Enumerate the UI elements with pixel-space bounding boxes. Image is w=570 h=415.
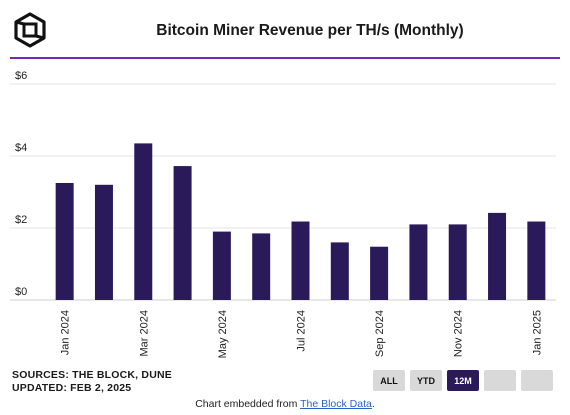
x-tick-label: Sep 2024	[374, 310, 386, 357]
title-divider	[10, 57, 560, 59]
range-button-ytd[interactable]: YTD	[410, 370, 442, 391]
bar	[370, 246, 389, 300]
footer-prefix: Chart embedded from	[195, 398, 298, 410]
bar	[134, 143, 153, 300]
x-tick-label: Nov 2024	[453, 310, 465, 357]
sources-note: SOURCES: THE BLOCK, DUNE UPDATED: FEB 2,…	[12, 369, 172, 395]
range-selector: ALL YTD 12M	[373, 370, 553, 391]
y-tick-label: $6	[15, 70, 27, 82]
footer-suffix: .	[371, 398, 375, 410]
chart-title: Bitcoin Miner Revenue per TH/s (Monthly)	[156, 22, 464, 39]
bar	[212, 231, 231, 300]
range-button-blank-2[interactable]	[521, 370, 553, 391]
bar	[330, 242, 349, 300]
x-tick-label: Jan 2024	[60, 310, 72, 355]
sources-line: SOURCES: THE BLOCK, DUNE	[12, 369, 172, 381]
y-tick-label: $2	[15, 214, 27, 226]
updated-line: UPDATED: FEB 2, 2025	[12, 382, 132, 394]
the-block-data-link[interactable]: The Block Data	[300, 398, 372, 410]
x-tick-label: Jul 2024	[296, 310, 308, 352]
range-button-all[interactable]: ALL	[373, 370, 405, 391]
bar	[252, 233, 271, 300]
x-tick-label: May 2024	[217, 310, 229, 358]
range-button-12m[interactable]: 12M	[447, 370, 479, 391]
x-tick-label: Mar 2024	[138, 310, 150, 356]
x-tick-label: Jan 2025	[531, 310, 543, 355]
bar	[173, 166, 192, 300]
bar-chart: $0 $2 $4 $6 Jan 2024 Mar 2024 May 2024 Jul 2024…	[10, 70, 556, 358]
bar	[291, 221, 310, 300]
y-tick-label: $0	[15, 286, 27, 298]
y-tick-label: $4	[15, 142, 27, 154]
bar	[94, 184, 113, 300]
range-button-blank-1[interactable]	[484, 370, 516, 391]
bar	[409, 224, 428, 300]
cube-logo-icon	[14, 12, 46, 48]
embed-footer: Chart embedded from The Block Data.	[0, 398, 570, 410]
bar	[488, 212, 507, 300]
bar	[448, 224, 467, 300]
bar	[55, 183, 74, 300]
bar	[527, 221, 546, 300]
